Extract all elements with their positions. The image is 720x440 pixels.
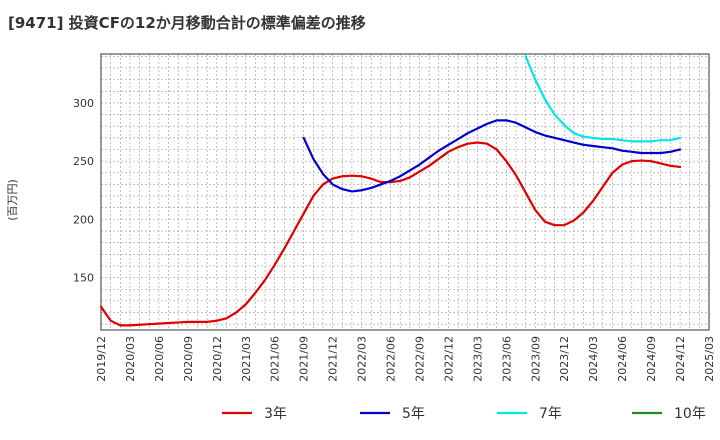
x-tick-label: 2022/06 xyxy=(385,336,398,382)
x-tick-label: 2020/03 xyxy=(124,336,137,382)
series-line-7年 xyxy=(524,55,682,143)
y-tick-label: 150 xyxy=(73,272,94,285)
y-tick-label: 250 xyxy=(73,155,94,168)
y-axis-label: (百万円) xyxy=(6,179,19,221)
x-tick-label: 2020/12 xyxy=(211,336,224,382)
legend-label: 3年 xyxy=(264,406,287,422)
x-tick-label: 2024/03 xyxy=(587,336,600,382)
x-tick-label: 2024/06 xyxy=(616,336,629,382)
x-tick-label: 2021/03 xyxy=(240,336,253,382)
x-tick-label: 2023/12 xyxy=(558,336,571,382)
legend-label: 10年 xyxy=(674,406,706,422)
plot-border xyxy=(100,53,710,331)
series-lines xyxy=(99,55,682,327)
y-tick-label: 300 xyxy=(73,97,94,110)
x-tick-label: 2025/03 xyxy=(703,336,716,382)
x-tick-label: 2022/12 xyxy=(442,336,455,382)
axes: 150 200 250 300 2019/12 2020/03 2020/06 2020/09… xyxy=(73,53,716,382)
legend-label: 7年 xyxy=(539,406,562,422)
grid xyxy=(100,54,710,330)
plot-area xyxy=(101,54,709,330)
legend: 3年 5年 7年 10年 xyxy=(222,406,706,422)
x-tick-label: 2023/03 xyxy=(471,336,484,382)
x-tick-label: 2021/12 xyxy=(327,336,340,382)
chart-title: [9471] 投資CFの12か月移動合計の標準偏差の推移 xyxy=(8,14,366,32)
x-tick-label: 2022/09 xyxy=(413,336,426,382)
x-tick-label: 2020/06 xyxy=(153,336,166,382)
x-tick-label: 2023/06 xyxy=(500,336,513,382)
x-tick-label: 2024/09 xyxy=(645,336,658,382)
x-tick-label: 2024/12 xyxy=(674,336,687,382)
x-tick-label: 2019/12 xyxy=(95,336,108,382)
x-tick-label: 2021/09 xyxy=(298,336,311,382)
legend-label: 5年 xyxy=(402,406,425,422)
series-line-5年 xyxy=(302,119,682,193)
x-tick-label: 2020/09 xyxy=(182,336,195,382)
x-tick-label: 2021/06 xyxy=(269,336,282,382)
x-tick-label: 2023/09 xyxy=(529,336,542,382)
x-tick-label: 2022/03 xyxy=(356,336,369,382)
y-tick-label: 200 xyxy=(73,213,94,226)
